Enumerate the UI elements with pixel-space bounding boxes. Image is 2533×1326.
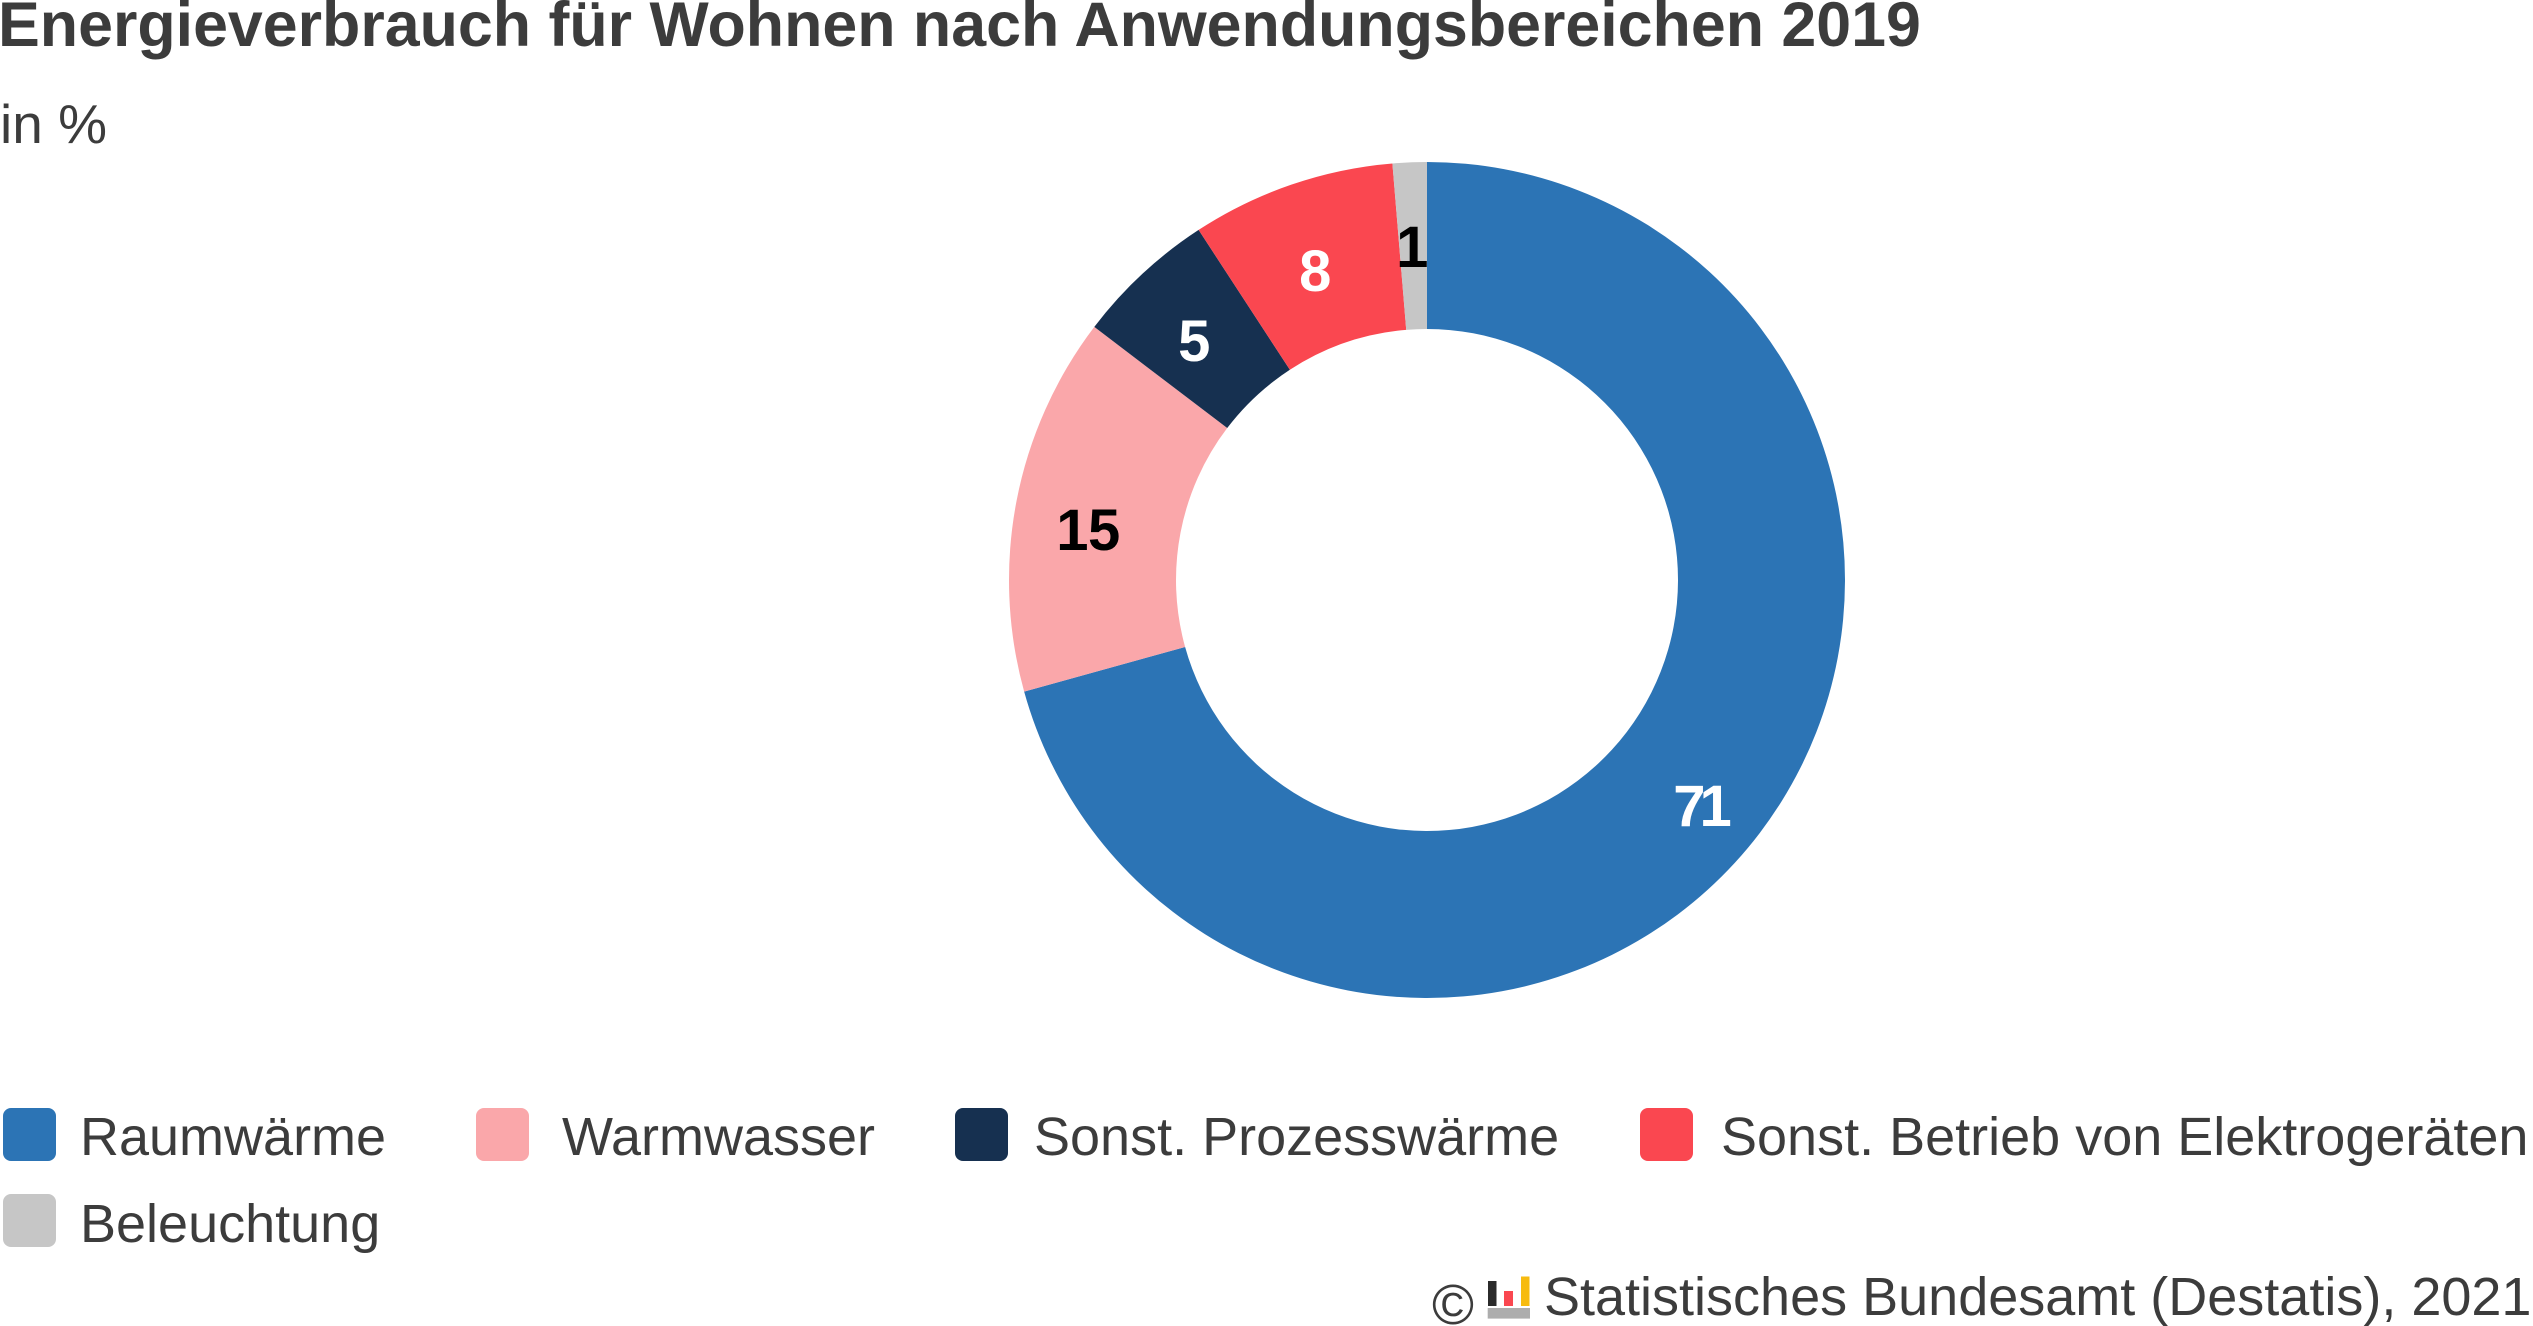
svg-text:71: 71 xyxy=(1673,774,1730,839)
svg-text:5: 5 xyxy=(1178,309,1210,374)
svg-text:1: 1 xyxy=(1396,215,1428,280)
svg-text:8: 8 xyxy=(1299,239,1331,304)
svg-text:15: 15 xyxy=(1056,498,1120,563)
